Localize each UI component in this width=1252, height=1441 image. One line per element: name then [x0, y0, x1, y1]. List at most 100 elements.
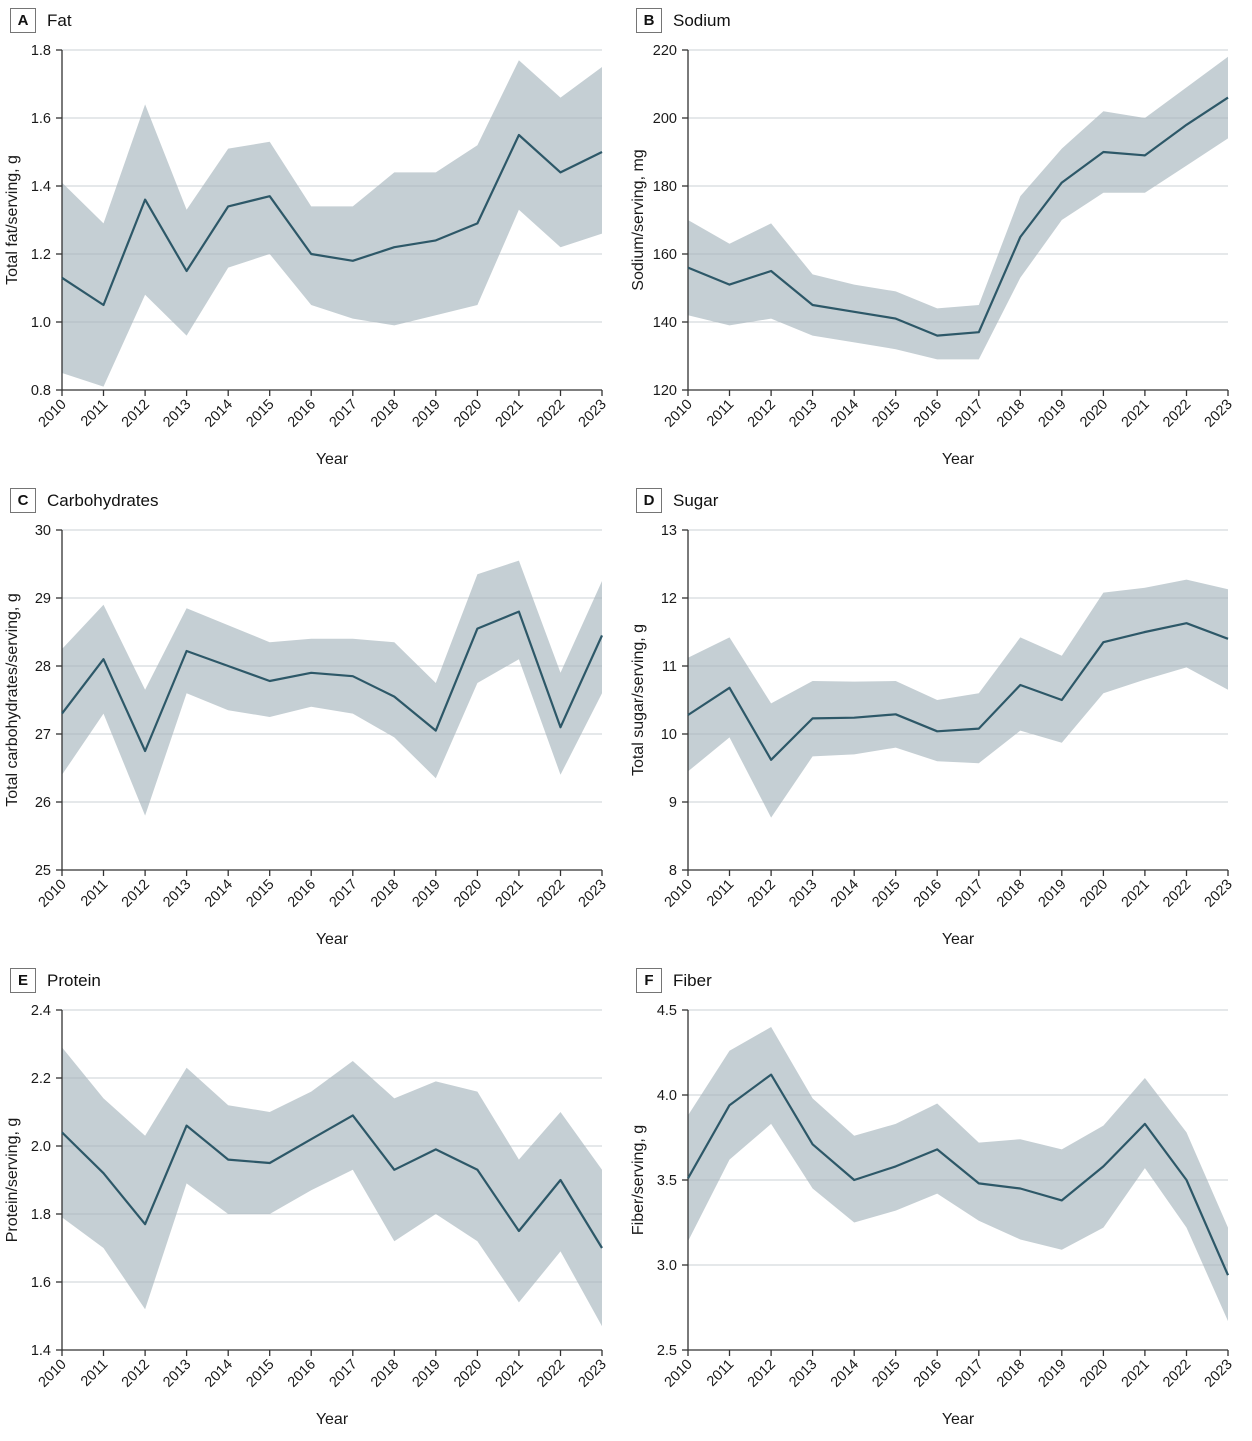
- svg-text:2020: 2020: [451, 397, 485, 431]
- panel-protein: E Protein 1.4 1.6 1.8 2.0 2.2 2.4 2010 2011 2012…: [0, 960, 626, 1440]
- svg-text:2021: 2021: [1119, 397, 1153, 431]
- svg-text:2020: 2020: [451, 1357, 485, 1391]
- svg-text:2020: 2020: [1077, 397, 1111, 431]
- panel-fat: A Fat 0.8 1.0 1.2 1.4 1.6 1.8 2010 2011 2012 2013…: [0, 0, 626, 480]
- svg-text:3.0: 3.0: [657, 1258, 677, 1274]
- y-tick-labels: 2.5 3.0 3.5 4.0 4.5: [657, 1003, 677, 1359]
- panel-sugar: D Sugar 8 9 10 11 12 13 2010 2011 2012 2013 2014 20…: [626, 480, 1252, 960]
- svg-text:2022: 2022: [1160, 1357, 1194, 1391]
- svg-text:2015: 2015: [243, 877, 277, 911]
- svg-text:180: 180: [653, 179, 677, 195]
- y-gridlines: [62, 49, 602, 323]
- svg-text:2015: 2015: [869, 877, 903, 911]
- svg-text:2010: 2010: [36, 877, 70, 911]
- x-tick-labels: 2010 2011 2012 2013 2014 2015 2016 2017 2018 2019…: [36, 877, 610, 911]
- svg-text:2016: 2016: [911, 877, 945, 911]
- svg-text:2017: 2017: [326, 877, 360, 911]
- svg-text:2014: 2014: [202, 1357, 236, 1391]
- x-axis-title: Year: [316, 1411, 349, 1428]
- panel-sodium: B Sodium 120 140 160 180 200 220 2010 2011 2012 2…: [626, 0, 1252, 480]
- svg-text:2014: 2014: [202, 877, 236, 911]
- svg-text:2017: 2017: [326, 397, 360, 431]
- panel-title: Protein: [47, 970, 101, 990]
- svg-text:4.0: 4.0: [657, 1088, 677, 1104]
- svg-text:2018: 2018: [994, 877, 1028, 911]
- svg-text:2017: 2017: [952, 1357, 986, 1391]
- svg-text:2021: 2021: [493, 877, 527, 911]
- svg-text:2016: 2016: [285, 877, 319, 911]
- y-axis-title: Fiber/serving, g: [630, 1125, 647, 1235]
- svg-text:2022: 2022: [1160, 397, 1194, 431]
- svg-text:2018: 2018: [368, 877, 402, 911]
- svg-text:9: 9: [669, 795, 677, 811]
- svg-text:1.4: 1.4: [31, 1343, 51, 1359]
- svg-text:29: 29: [35, 591, 51, 607]
- svg-text:2016: 2016: [911, 397, 945, 431]
- x-tick-labels: 2010 2011 2012 2013 2014 2015 2016 2017 2018 2019…: [36, 1357, 610, 1391]
- svg-text:2020: 2020: [1077, 877, 1111, 911]
- svg-text:2023: 2023: [1202, 397, 1236, 431]
- svg-text:2011: 2011: [78, 877, 111, 910]
- svg-text:2.2: 2.2: [31, 1071, 51, 1087]
- svg-text:2013: 2013: [786, 397, 820, 431]
- svg-text:2014: 2014: [202, 397, 236, 431]
- svg-text:2019: 2019: [1035, 397, 1069, 431]
- mean-line: [687, 622, 1229, 761]
- svg-text:2010: 2010: [662, 877, 696, 911]
- panel-letter-badge: A: [10, 8, 36, 33]
- panel-letter-badge: F: [636, 968, 662, 993]
- svg-text:2011: 2011: [704, 397, 737, 430]
- svg-text:2022: 2022: [534, 877, 568, 911]
- confidence-band: [688, 1027, 1228, 1322]
- svg-text:25: 25: [35, 863, 51, 879]
- svg-text:2021: 2021: [493, 1357, 527, 1391]
- y-axis-title: Protein/serving, g: [4, 1118, 21, 1243]
- y-gridlines: [688, 1009, 1228, 1266]
- svg-text:2015: 2015: [869, 397, 903, 431]
- svg-text:2023: 2023: [576, 877, 610, 911]
- y-axis-title: Total sugar/serving, g: [630, 624, 647, 776]
- svg-text:2013: 2013: [160, 1357, 194, 1391]
- svg-text:140: 140: [653, 315, 677, 331]
- svg-text:30: 30: [35, 523, 51, 539]
- panel-title: Fiber: [673, 970, 712, 990]
- svg-text:2022: 2022: [1160, 877, 1194, 911]
- svg-text:2010: 2010: [36, 397, 70, 431]
- svg-text:2010: 2010: [662, 1357, 696, 1391]
- svg-text:2015: 2015: [243, 397, 277, 431]
- svg-text:2016: 2016: [285, 1357, 319, 1391]
- svg-text:220: 220: [653, 43, 677, 59]
- y-axis-title: Total fat/serving, g: [4, 155, 21, 285]
- svg-text:2019: 2019: [1035, 1357, 1069, 1391]
- svg-text:2012: 2012: [745, 877, 779, 911]
- svg-text:2018: 2018: [368, 1357, 402, 1391]
- x-tick-labels: 2010 2011 2012 2013 2014 2015 2016 2017 2018 2019…: [662, 397, 1236, 431]
- svg-text:2011: 2011: [78, 1357, 111, 1390]
- y-axis-title: Sodium/serving, mg: [630, 149, 647, 290]
- svg-text:2015: 2015: [869, 1357, 903, 1391]
- svg-text:2014: 2014: [828, 397, 862, 431]
- panel-header: E Protein: [10, 968, 101, 993]
- x-axis-title: Year: [316, 451, 349, 468]
- svg-text:2013: 2013: [160, 397, 194, 431]
- y-axis-title: Total carbohydrates/serving, g: [4, 593, 21, 806]
- svg-text:2012: 2012: [119, 877, 153, 911]
- confidence-band: [62, 1047, 602, 1327]
- svg-text:2014: 2014: [828, 1357, 862, 1391]
- svg-text:8: 8: [669, 863, 677, 879]
- svg-text:2023: 2023: [1202, 1357, 1236, 1391]
- y-gridlines: [62, 1009, 602, 1283]
- svg-text:2022: 2022: [534, 397, 568, 431]
- svg-text:2012: 2012: [745, 1357, 779, 1391]
- x-tick-labels: 2010 2011 2012 2013 2014 2015 2016 2017 2018 2019…: [662, 1357, 1236, 1391]
- svg-text:28: 28: [35, 659, 51, 675]
- axes: [56, 1009, 603, 1356]
- panel-title: Sugar: [673, 490, 719, 510]
- svg-text:1.8: 1.8: [31, 43, 51, 59]
- panel-header: B Sodium: [636, 8, 731, 33]
